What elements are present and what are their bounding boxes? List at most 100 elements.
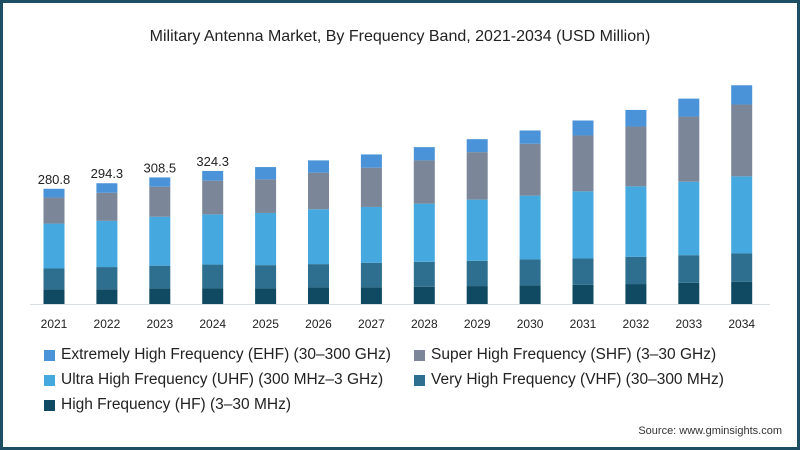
- bar-segment-2021-0: [43, 289, 65, 304]
- bar-segment-2025-0: [255, 288, 277, 304]
- bar-segment-2033-4: [678, 98, 700, 117]
- bar-segment-2026-4: [308, 160, 329, 173]
- x-tick-label: 2033: [675, 317, 702, 331]
- bar-segment-2021-1: [43, 268, 65, 290]
- bar-segment-2024-0: [202, 288, 224, 304]
- x-tick-label: 2028: [411, 317, 438, 331]
- data-label: 324.3: [196, 154, 229, 169]
- bar-segment-2031-4: [572, 120, 594, 136]
- bar-segment-2033-1: [678, 255, 700, 283]
- bar-segment-2025-3: [255, 179, 277, 213]
- x-tick-label: 2024: [199, 317, 226, 331]
- bar-segment-2024-3: [202, 180, 224, 215]
- bar-segment-2021-4: [43, 188, 65, 198]
- bar-segment-2026-0: [308, 287, 329, 304]
- x-tick-label: 2030: [517, 317, 544, 331]
- x-tick-label: 2026: [305, 317, 332, 331]
- legend-item: High Frequency (HF) (3–30 MHz): [44, 396, 291, 414]
- bar-segment-2033-0: [678, 282, 700, 304]
- bar-segment-2028-0: [413, 286, 435, 304]
- legend-label: Extremely High Frequency (EHF) (30–300 G…: [61, 346, 391, 363]
- legend-label: High Frequency (HF) (3–30 MHz): [61, 396, 291, 413]
- bar-segment-2023-4: [149, 177, 171, 187]
- bar-segment-2026-1: [308, 264, 329, 288]
- bar-segment-2024-4: [202, 170, 224, 181]
- bar-segment-2033-2: [678, 181, 700, 256]
- x-tick-label: 2025: [252, 317, 279, 331]
- bar-segment-2030-1: [519, 259, 541, 286]
- bar-segment-2024-1: [202, 264, 224, 289]
- bar-segment-2028-2: [413, 203, 435, 262]
- bar-segment-2027-0: [360, 287, 382, 304]
- bar-segment-2032-2: [625, 186, 647, 257]
- legend-item: Ultra High Frequency (UHF) (300 MHz–3 GH…: [44, 371, 383, 389]
- chart-title: Military Antenna Market, By Frequency Ba…: [149, 28, 651, 45]
- x-tick-label: 2021: [41, 317, 68, 331]
- x-tick-label: 2032: [623, 317, 650, 331]
- bar-segment-2034-3: [731, 104, 753, 177]
- bar-segment-2034-4: [731, 85, 753, 105]
- bar-segment-2032-3: [625, 126, 647, 187]
- bar-segment-2026-2: [308, 209, 329, 265]
- bar-segment-2027-3: [360, 167, 382, 207]
- bar-segment-2030-4: [519, 130, 541, 144]
- bar-segment-2022-4: [96, 183, 118, 193]
- bar-segment-2023-1: [149, 265, 171, 289]
- bar-segment-2025-4: [255, 167, 277, 180]
- legend-swatch: [44, 399, 55, 411]
- bar-segment-2023-0: [149, 288, 171, 304]
- bar-segment-2034-1: [731, 253, 753, 282]
- bar-segment-2028-4: [413, 147, 435, 161]
- bar-segment-2021-2: [43, 223, 65, 269]
- bar-segment-2025-2: [255, 212, 277, 266]
- bar-segment-2028-3: [413, 160, 435, 204]
- bar-segment-2027-4: [360, 154, 382, 168]
- bar-segment-2031-1: [572, 258, 594, 285]
- x-tick-label: 2031: [570, 317, 597, 331]
- data-label: 308.5: [144, 160, 177, 175]
- data-label: 280.8: [38, 172, 71, 187]
- bar-segment-2032-0: [625, 284, 647, 304]
- bar-segment-2027-1: [360, 262, 382, 288]
- bar-segment-2031-3: [572, 135, 594, 192]
- bar-segment-2031-0: [572, 284, 594, 304]
- bar-segment-2029-0: [466, 286, 488, 304]
- legend-swatch: [414, 349, 425, 361]
- legend-swatch: [44, 374, 55, 386]
- bar-segment-2022-0: [96, 289, 118, 304]
- legend-item: Very High Frequency (VHF) (30–300 MHz): [414, 371, 724, 389]
- data-label: 294.3: [91, 166, 124, 181]
- bar-segment-2029-1: [466, 260, 488, 287]
- bar-segment-2028-1: [413, 261, 435, 287]
- bar-segment-2023-2: [149, 216, 171, 266]
- x-tick-label: 2023: [146, 317, 173, 331]
- x-tick-label: 2027: [358, 317, 385, 331]
- bar-segment-2022-3: [96, 192, 118, 221]
- legend-label: Very High Frequency (VHF) (30–300 MHz): [431, 371, 724, 388]
- legend-label: Super High Frequency (SHF) (3–30 GHz): [431, 346, 717, 363]
- x-tick-label: 2029: [464, 317, 491, 331]
- bar-segment-2032-4: [625, 109, 647, 127]
- bar-segment-2029-2: [466, 199, 488, 261]
- chart-plot: 2021 280.8 2022 294.3 2023 308.5 2024 324.3 2025…: [30, 85, 770, 331]
- legend-swatch: [414, 374, 425, 386]
- bar-segment-2024-2: [202, 214, 224, 265]
- bar-segment-2022-1: [96, 267, 118, 290]
- bar-segment-2025-1: [255, 265, 277, 289]
- legend-swatch: [44, 349, 55, 361]
- x-tick-label: 2022: [94, 317, 121, 331]
- bar-segment-2022-2: [96, 220, 118, 268]
- bar-segment-2023-3: [149, 186, 171, 217]
- bar-segment-2031-2: [572, 191, 594, 259]
- bar-segment-2029-4: [466, 139, 488, 153]
- bar-segment-2033-3: [678, 116, 700, 182]
- legend-label: Ultra High Frequency (UHF) (300 MHz–3 GH…: [61, 371, 384, 388]
- source-note: Source: www.gminsights.com: [638, 425, 782, 437]
- bar-segment-2030-2: [519, 195, 541, 260]
- bar-segment-2026-3: [308, 172, 329, 210]
- legend-item: Super High Frequency (SHF) (3–30 GHz): [414, 346, 716, 364]
- bar-segment-2034-0: [731, 281, 753, 304]
- bar-segment-2029-3: [466, 152, 488, 200]
- bar-segment-2030-3: [519, 143, 541, 196]
